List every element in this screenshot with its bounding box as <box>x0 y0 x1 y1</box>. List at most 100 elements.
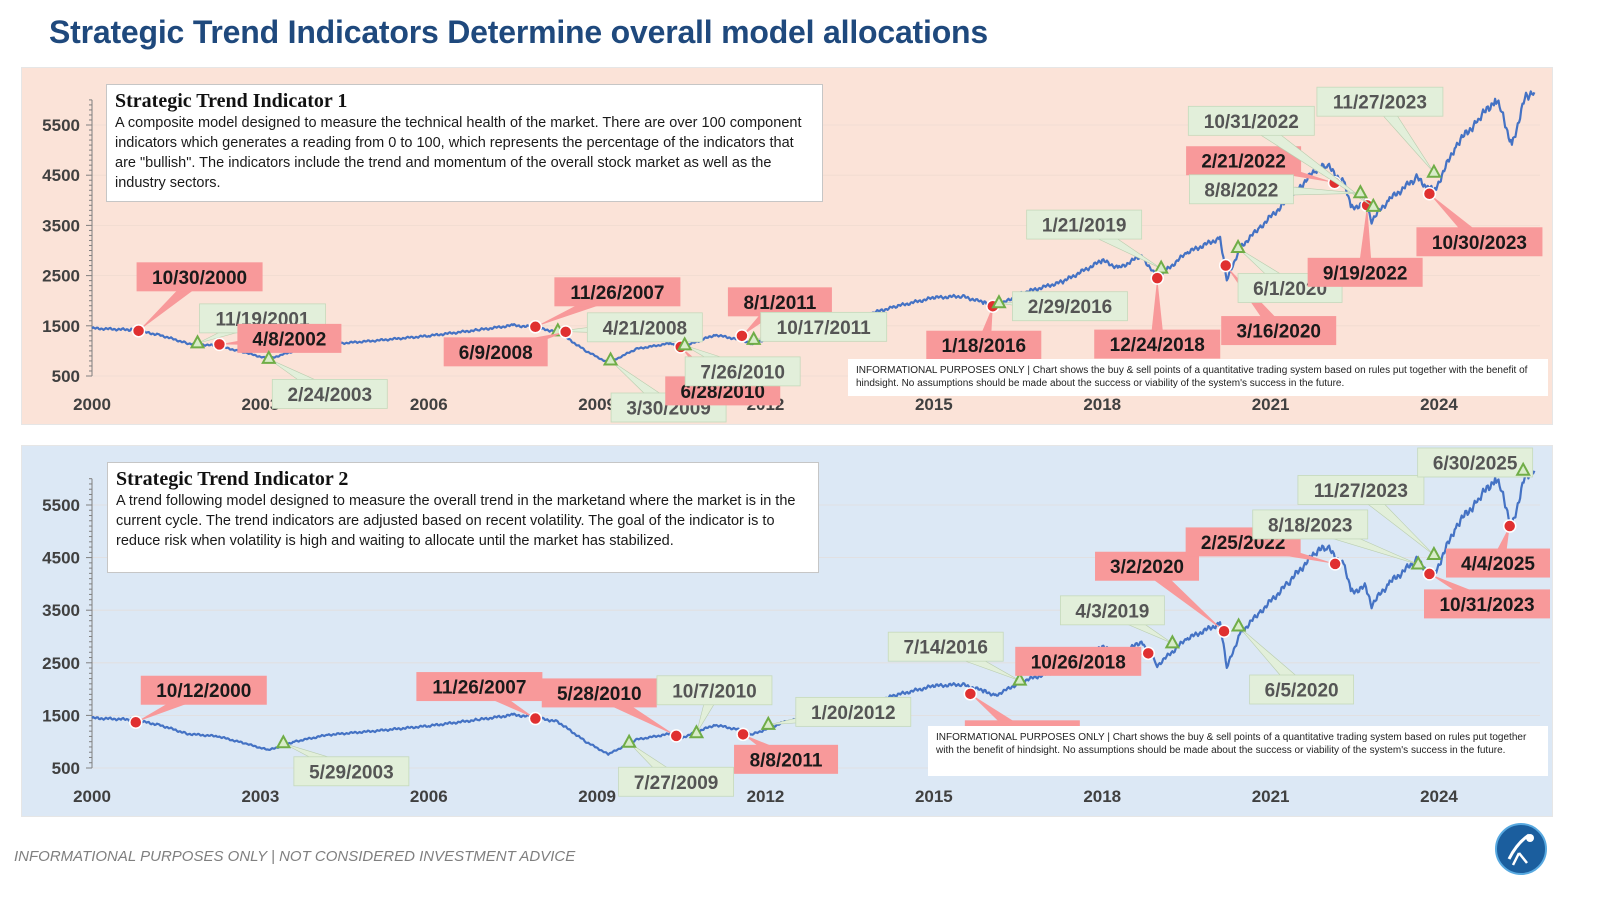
y-tick-label: 500 <box>52 367 80 386</box>
signal-label-box-23 <box>1416 227 1543 257</box>
signal-label-11: 10/26/2018 <box>1031 652 1126 673</box>
signal-label-box-13 <box>1095 551 1200 581</box>
x-tick-label: 2000 <box>73 395 111 414</box>
signal-label-20: 6/30/2025 <box>1433 454 1518 475</box>
signal-label-box-7 <box>443 337 548 367</box>
signal-label-4: 2/24/2003 <box>288 385 373 406</box>
x-tick-label: 2003 <box>241 395 279 414</box>
signal-label-14: 2/29/2016 <box>1028 297 1113 318</box>
signal-label-4: 7/27/2009 <box>634 773 719 794</box>
buy-marker-8 <box>602 351 619 366</box>
signal-label-box-5 <box>554 277 681 307</box>
x-tick-label: 2018 <box>1083 395 1121 414</box>
signal-label-9: 6/28/2010 <box>680 382 765 403</box>
x-tick-label: 2021 <box>1252 787 1290 806</box>
signal-label-box-21 <box>1187 105 1315 136</box>
signal-label-23: 10/30/2023 <box>1432 233 1527 254</box>
signal-label-box-11 <box>727 287 832 317</box>
signal-label-box-14 <box>1012 291 1128 322</box>
x-tick-label: 2024 <box>1420 395 1458 414</box>
signal-label-13: 1/18/2016 <box>942 336 1027 357</box>
buy-marker-15 <box>1153 259 1169 274</box>
sell-marker-1 <box>129 715 143 729</box>
y-tick-label: 5500 <box>42 496 80 515</box>
signal-label-box-5 <box>541 678 657 708</box>
signal-label-16: 8/18/2023 <box>1268 515 1353 536</box>
signal-label-box-17 <box>1221 316 1337 346</box>
indicator-2-description: A trend following model designed to meas… <box>116 493 796 549</box>
signal-label-box-15 <box>1026 209 1143 240</box>
signal-label-10: 7/14/2016 <box>903 638 988 659</box>
indicator-1-description-box: Strategic Trend Indicator 1 A composite … <box>106 84 823 202</box>
indicator-2-disclaimer: INFORMATIONAL PURPOSES ONLY | Chart show… <box>928 726 1548 776</box>
buy-marker-12 <box>746 330 762 345</box>
buy-marker-4 <box>621 733 637 748</box>
signal-label-18: 11/27/2023 <box>1314 481 1408 502</box>
signal-label-24: 11/27/2023 <box>1333 93 1427 114</box>
buy-marker-14 <box>1230 617 1247 632</box>
sell-marker-3 <box>528 711 543 726</box>
x-tick-label: 2015 <box>915 787 953 806</box>
signal-label-7: 6/9/2008 <box>459 343 533 364</box>
signal-label-box-20 <box>1307 257 1423 287</box>
buy-marker-8 <box>760 715 776 730</box>
signal-label-1: 10/12/2000 <box>156 681 251 702</box>
signal-label-12: 4/3/2019 <box>1075 601 1149 622</box>
signal-label-box-14 <box>1249 674 1355 705</box>
signal-label-box-19 <box>1186 146 1302 176</box>
y-tick-label: 4500 <box>42 549 80 568</box>
signal-label-box-19 <box>1446 548 1550 578</box>
signal-label-6: 10/7/2010 <box>672 681 757 702</box>
signal-label-20: 9/19/2022 <box>1323 263 1408 284</box>
sell-marker-1 <box>131 324 146 338</box>
signal-label-box-10 <box>887 631 1004 662</box>
sell-marker-15 <box>1328 557 1342 571</box>
buy-marker-24 <box>1426 163 1442 178</box>
signal-label-5: 11/26/2007 <box>570 283 664 304</box>
sell-marker-7 <box>736 727 750 742</box>
x-tick-label: 2009 <box>578 787 616 806</box>
sell-marker-17 <box>1218 258 1233 273</box>
indicator-1-chart: 500 1500 2500 3500 4500 5500 2000 2003 2006 2009 2… <box>42 86 1543 423</box>
sell-marker-13 <box>1217 624 1231 638</box>
signal-label-6: 4/21/2008 <box>603 318 688 339</box>
signal-label-17: 3/16/2020 <box>1236 322 1321 343</box>
sell-marker-16 <box>1150 271 1164 285</box>
signal-label-19: 2/21/2022 <box>1201 152 1286 173</box>
sell-marker-23 <box>1422 187 1437 201</box>
x-tick-label: 2012 <box>747 787 785 806</box>
signal-label-3: 11/26/2007 <box>432 678 526 699</box>
sell-marker-5 <box>528 320 543 334</box>
sell-marker-19 <box>1502 519 1517 533</box>
signal-label-box-22 <box>1189 174 1294 205</box>
signal-label-box-8 <box>795 696 912 727</box>
sell-marker-11 <box>735 329 749 343</box>
buy-marker-6 <box>688 724 705 739</box>
signal-label-5: 5/28/2010 <box>557 684 642 705</box>
buy-marker-2 <box>189 334 206 349</box>
signal-label-box-16 <box>1252 509 1369 540</box>
signal-label-2: 5/29/2003 <box>309 762 394 783</box>
signal-leader-16 <box>1150 278 1165 345</box>
footer-disclaimer: INFORMATIONAL PURPOSES ONLY | NOT CONSID… <box>14 848 576 865</box>
x-tick-label: 2021 <box>1252 395 1290 414</box>
signal-label-14: 6/5/2020 <box>1265 681 1339 702</box>
signal-label-21: 10/31/2022 <box>1204 112 1299 133</box>
indicator-1-heading: Strategic Trend Indicator 1 <box>115 90 348 112</box>
sell-marker-9 <box>963 687 978 701</box>
y-tick-label: 1500 <box>42 317 80 336</box>
sell-marker-5 <box>669 729 684 743</box>
signal-label-box-6 <box>656 675 773 706</box>
signal-label-box-17 <box>1424 589 1550 619</box>
buy-marker-14 <box>991 294 1007 309</box>
signal-label-box-16 <box>1094 329 1221 359</box>
signal-label-box-7 <box>734 744 839 774</box>
signal-label-box-10 <box>684 356 801 387</box>
indicator-2-panel: 500 1500 2500 3500 4500 5500 2000 2003 2006 2009 2… <box>21 445 1553 817</box>
signal-label-12: 10/17/2011 <box>777 318 871 339</box>
x-tick-label: 2000 <box>73 787 111 806</box>
signal-label-3: 4/8/2002 <box>252 329 326 350</box>
y-tick-label: 4500 <box>42 166 80 185</box>
signal-label-13: 3/2/2020 <box>1110 557 1184 578</box>
signal-label-box-1 <box>140 675 267 705</box>
